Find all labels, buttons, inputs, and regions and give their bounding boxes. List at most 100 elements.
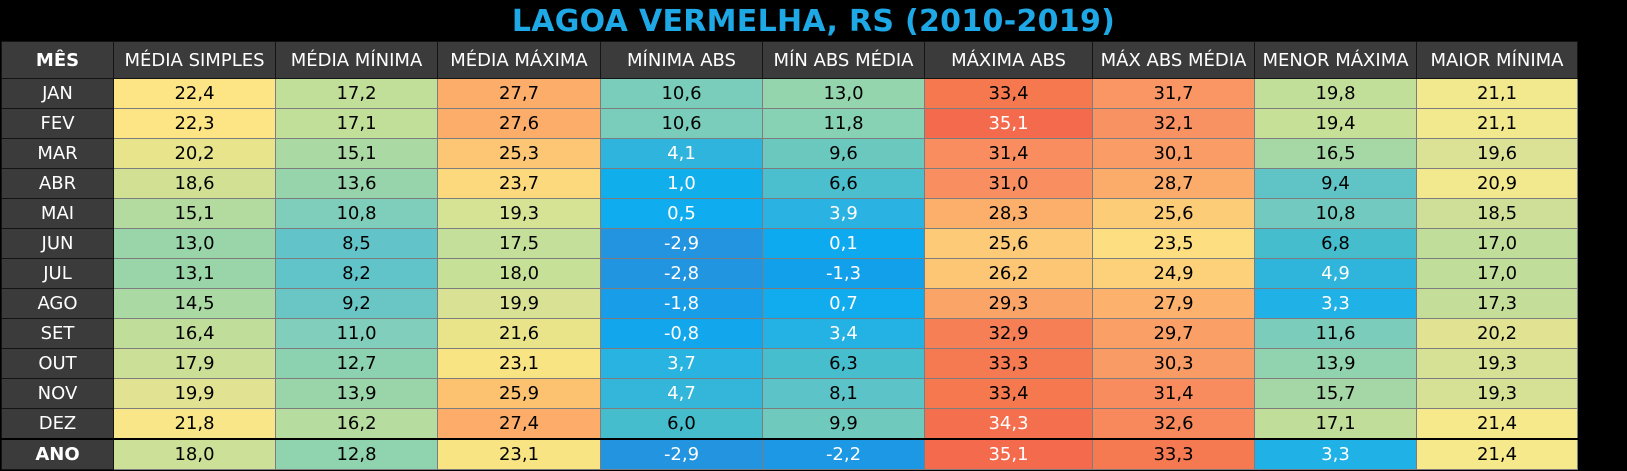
data-cell: 31,0 <box>924 168 1093 199</box>
month-label: ABR <box>1 168 114 199</box>
data-cell: 23,5 <box>1092 228 1255 259</box>
data-cell: 9,9 <box>762 408 925 440</box>
column-header: MÍN ABS MÉDIA <box>762 41 925 79</box>
data-cell: 13,9 <box>1254 348 1417 379</box>
data-cell: 18,0 <box>113 438 276 470</box>
month-label: JUN <box>1 228 114 259</box>
data-cell: -2,8 <box>600 258 763 289</box>
table-row: MAR 20,2 15,1 25,3 4,1 9,6 31,4 30,1 16,5 19,6 <box>1 138 1578 169</box>
table-row: JUL 13,1 8,2 18,0 -2,8 -1,3 26,2 24,9 4,9 17,0 <box>1 258 1578 289</box>
data-cell: 20,2 <box>1416 318 1578 349</box>
data-cell: 3,3 <box>1254 288 1417 319</box>
data-cell: 32,9 <box>924 318 1093 349</box>
column-header: MENOR MÁXIMA <box>1254 41 1417 79</box>
data-cell: 32,1 <box>1092 108 1255 139</box>
table-row: JUN 13,0 8,5 17,5 -2,9 0,1 25,6 23,5 6,8 17,0 <box>1 228 1578 259</box>
data-cell: 24,9 <box>1092 258 1255 289</box>
data-cell: 10,8 <box>275 198 438 229</box>
data-cell: 3,9 <box>762 198 925 229</box>
column-header: MÁX ABS MÉDIA <box>1092 41 1255 79</box>
month-label: DEZ <box>1 408 114 440</box>
data-cell: 19,3 <box>437 198 601 229</box>
data-cell: 9,6 <box>762 138 925 169</box>
column-header: MÍNIMA ABS <box>600 41 763 79</box>
data-cell: 19,8 <box>1254 78 1417 109</box>
data-cell: 12,8 <box>275 438 438 470</box>
data-cell: 30,1 <box>1092 138 1255 169</box>
data-cell: 13,0 <box>762 78 925 109</box>
data-cell: 17,1 <box>275 108 438 139</box>
month-label: JAN <box>1 78 114 109</box>
column-header: MAIOR MÍNIMA <box>1416 41 1578 79</box>
data-cell: 4,1 <box>600 138 763 169</box>
table-row: SET 16,4 11,0 21,6 -0,8 3,4 32,9 29,7 11,6 20,2 <box>1 318 1578 349</box>
data-cell: 25,3 <box>437 138 601 169</box>
month-label: FEV <box>1 108 114 139</box>
data-cell: 15,1 <box>113 198 276 229</box>
table-row: JAN 22,4 17,2 27,7 10,6 13,0 33,4 31,7 19,8 21,1 <box>1 78 1578 109</box>
data-cell: 6,8 <box>1254 228 1417 259</box>
data-cell: 23,1 <box>437 438 601 470</box>
data-cell: 19,9 <box>437 288 601 319</box>
data-cell: 27,9 <box>1092 288 1255 319</box>
data-cell: 3,3 <box>1254 438 1417 470</box>
data-cell: 35,1 <box>924 108 1093 139</box>
data-cell: 21,4 <box>1416 408 1578 440</box>
data-cell: 26,2 <box>924 258 1093 289</box>
month-label: ANO <box>1 438 114 470</box>
data-cell: 17,0 <box>1416 258 1578 289</box>
data-cell: 13,9 <box>275 378 438 409</box>
data-cell: 23,1 <box>437 348 601 379</box>
data-cell: 18,5 <box>1416 198 1578 229</box>
data-cell: -1,8 <box>600 288 763 319</box>
data-cell: 17,5 <box>437 228 601 259</box>
data-cell: 14,5 <box>113 288 276 319</box>
table-row: DEZ 21,8 16,2 27,4 6,0 9,9 34,3 32,6 17,1 21,4 <box>1 408 1578 440</box>
data-cell: 8,1 <box>762 378 925 409</box>
data-cell: -2,9 <box>600 228 763 259</box>
page-title: LAGOA VERMELHA, RS (2010-2019) <box>511 4 1116 39</box>
data-cell: 29,7 <box>1092 318 1255 349</box>
data-cell: 25,6 <box>924 228 1093 259</box>
header-row: MÊS MÉDIA SIMPLES MÉDIA MÍNIMA MÉDIA MÁXIMA… <box>1 41 1578 79</box>
data-cell: 15,1 <box>275 138 438 169</box>
data-cell: 20,2 <box>113 138 276 169</box>
column-header: MÉDIA MÁXIMA <box>437 41 601 79</box>
month-label: MAI <box>1 198 114 229</box>
data-cell: 33,4 <box>924 378 1093 409</box>
data-cell: 31,4 <box>1092 378 1255 409</box>
data-cell: 19,9 <box>113 378 276 409</box>
data-cell: 19,6 <box>1416 138 1578 169</box>
data-cell: 16,2 <box>275 408 438 440</box>
month-label: OUT <box>1 348 114 379</box>
data-cell: 10,8 <box>1254 198 1417 229</box>
data-cell: 10,6 <box>600 78 763 109</box>
data-cell: -1,3 <box>762 258 925 289</box>
data-cell: 31,4 <box>924 138 1093 169</box>
data-cell: -2,2 <box>762 438 925 470</box>
annual-total-row: ANO 18,0 12,8 23,1 -2,9 -2,2 35,1 33,3 3,3 21,4 <box>1 438 1578 470</box>
data-cell: 16,4 <box>113 318 276 349</box>
month-label: MAR <box>1 138 114 169</box>
month-label: SET <box>1 318 114 349</box>
data-cell: 34,3 <box>924 408 1093 440</box>
data-cell: 28,7 <box>1092 168 1255 199</box>
month-label: JUL <box>1 258 114 289</box>
data-cell: 21,4 <box>1416 438 1578 470</box>
data-cell: 8,5 <box>275 228 438 259</box>
data-cell: 27,4 <box>437 408 601 440</box>
column-header: MÊS <box>1 41 114 79</box>
data-cell: 8,2 <box>275 258 438 289</box>
data-cell: 13,6 <box>275 168 438 199</box>
data-cell: 17,3 <box>1416 288 1578 319</box>
column-header: MÉDIA MÍNIMA <box>275 41 438 79</box>
data-cell: 18,6 <box>113 168 276 199</box>
month-label: AGO <box>1 288 114 319</box>
data-cell: 4,9 <box>1254 258 1417 289</box>
data-cell: 6,0 <box>600 408 763 440</box>
data-cell: 31,7 <box>1092 78 1255 109</box>
data-cell: 17,2 <box>275 78 438 109</box>
table-row: MAI 15,1 10,8 19,3 0,5 3,9 28,3 25,6 10,8 18,5 <box>1 198 1578 229</box>
data-cell: 9,4 <box>1254 168 1417 199</box>
